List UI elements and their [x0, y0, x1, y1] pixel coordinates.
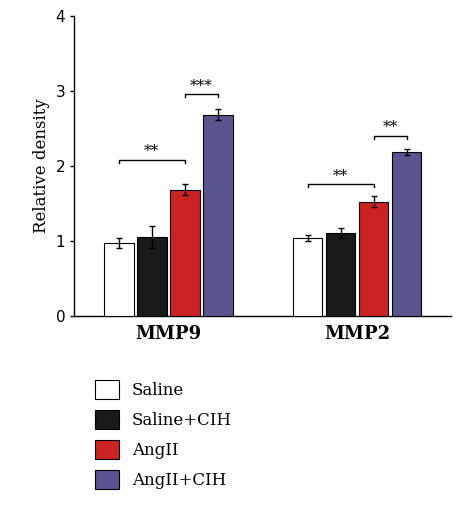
Bar [392, 152, 421, 316]
Text: **: ** [383, 120, 398, 134]
Legend: Saline, Saline+CIH, AngII, AngII+CIH: Saline, Saline+CIH, AngII, AngII+CIH [90, 375, 237, 494]
Text: **: ** [333, 169, 348, 183]
Bar [137, 237, 166, 316]
Bar [170, 190, 199, 316]
Bar [293, 238, 322, 316]
Y-axis label: Relative density: Relative density [33, 98, 50, 233]
Bar [203, 115, 232, 316]
Text: ***: *** [190, 79, 213, 93]
Bar [326, 233, 355, 316]
Bar [104, 243, 133, 316]
Bar [359, 201, 388, 316]
Text: **: ** [144, 144, 159, 158]
